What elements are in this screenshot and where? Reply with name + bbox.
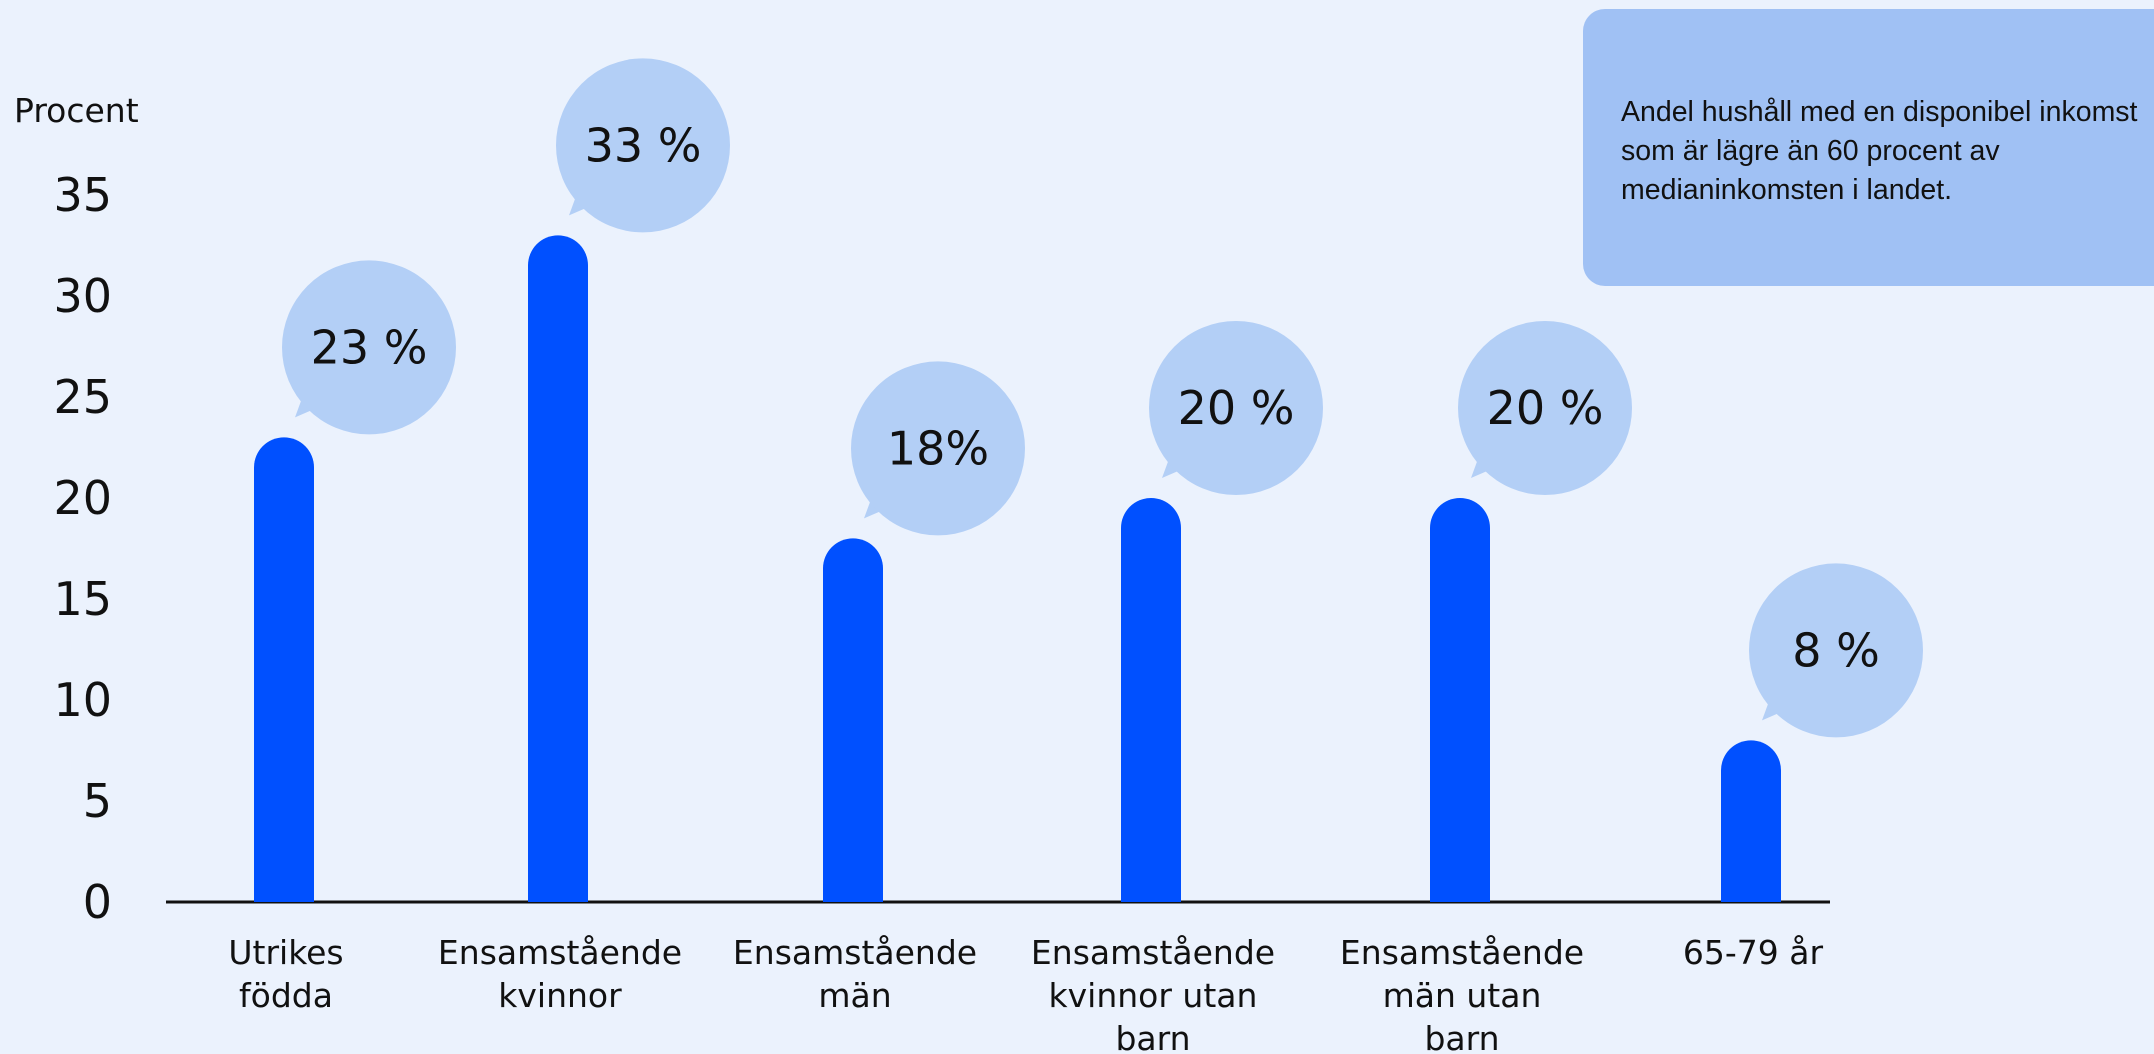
bars: [254, 235, 1781, 902]
data-label-bubble: [1149, 321, 1323, 495]
bar: [1121, 498, 1181, 902]
x-axis-ticks: Utrikes födda Ensamstående kvinnor Ensamståe…: [228, 933, 1823, 1054]
data-label: 8 %: [1792, 623, 1880, 677]
x-tick-label: 65-79 år: [1683, 933, 1824, 972]
y-tick-label: 10: [53, 673, 112, 727]
y-tick-label: 30: [53, 269, 112, 323]
data-label: 23 %: [311, 320, 428, 374]
bar: [1430, 498, 1490, 902]
x-tick-label: Ensamstående män utan barn: [1340, 933, 1584, 1054]
bar: [823, 538, 883, 902]
data-label: 20 %: [1487, 381, 1604, 435]
data-label: 18%: [887, 421, 989, 475]
data-label-bubble: [556, 58, 730, 233]
x-tick-label: Ensamstående kvinnor: [438, 933, 682, 1015]
y-tick-label: 35: [53, 168, 112, 222]
data-label-bubble: [1458, 321, 1632, 495]
x-tick-label: Ensamstående kvinnor utan barn: [1031, 933, 1275, 1054]
bar: [528, 235, 588, 902]
data-label-bubble: [851, 361, 1025, 536]
bar: [1721, 740, 1781, 902]
y-tick-label: 5: [83, 774, 112, 828]
data-label-bubble: [1749, 563, 1923, 738]
data-label-bubble: [282, 260, 456, 435]
chart-note: Andel hushåll med en disponibel inkomst …: [1583, 9, 2154, 286]
data-label-bubbles: 23 % 33 % 18% 20 % 20 % 8 %: [282, 58, 1923, 738]
data-label: 20 %: [1178, 381, 1295, 435]
y-tick-label: 20: [53, 471, 112, 525]
bar: [254, 437, 314, 902]
y-tick-label: 15: [53, 572, 112, 626]
y-axis-label: Procent: [14, 91, 139, 130]
x-tick-label: Utrikes födda: [228, 933, 343, 1015]
y-axis-ticks: 0 5 10 15 20 25 30 35: [53, 168, 112, 929]
y-tick-label: 25: [53, 370, 112, 424]
y-tick-label: 0: [83, 875, 112, 929]
data-label: 33 %: [585, 118, 702, 172]
x-tick-label: Ensamstående män: [733, 933, 977, 1015]
